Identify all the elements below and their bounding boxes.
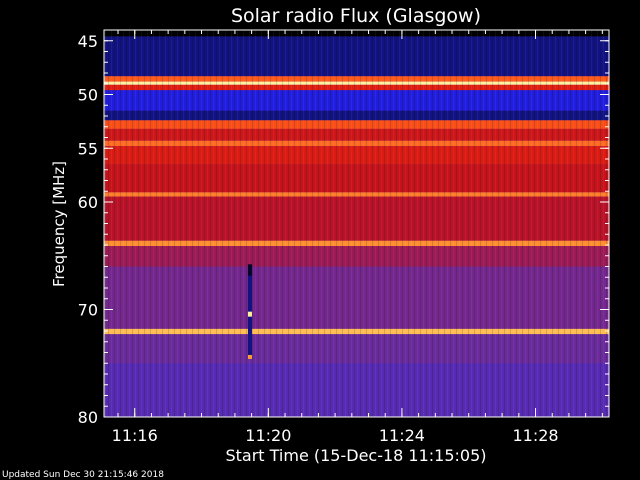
y-tick-label-50: 50 [78,86,98,105]
y-tick-label-70: 70 [78,301,98,320]
x-tick-label-11:16: 11:16 [112,426,158,445]
chart-title: Solar radio Flux (Glasgow) [231,5,481,27]
y-tick-label-45: 45 [78,32,98,51]
spectrogram-texture [104,30,609,417]
axes: 45 50 55 60 70 80 11:16 11:20 11:24 11:28 [78,29,610,445]
spectrogram-plot-area [104,30,609,417]
y-tick-label-80: 80 [78,408,98,427]
y-axis-label: Frequency [MHz] [50,161,68,287]
y-tick-label-55: 55 [78,139,98,158]
x-axis-label: Start Time (15-Dec-18 11:15:05) [225,446,486,465]
radio-burst-peak [247,311,252,317]
radio-burst-tail [247,354,252,359]
x-tick-label-11:28: 11:28 [512,426,558,445]
updated-timestamp: Updated Sun Dec 30 21:15:46 2018 [2,470,164,480]
x-tick-label-11:20: 11:20 [245,426,291,445]
radio-burst-core [247,264,252,276]
y-tick-label-60: 60 [78,193,98,212]
x-tick-label-11:24: 11:24 [379,426,425,445]
